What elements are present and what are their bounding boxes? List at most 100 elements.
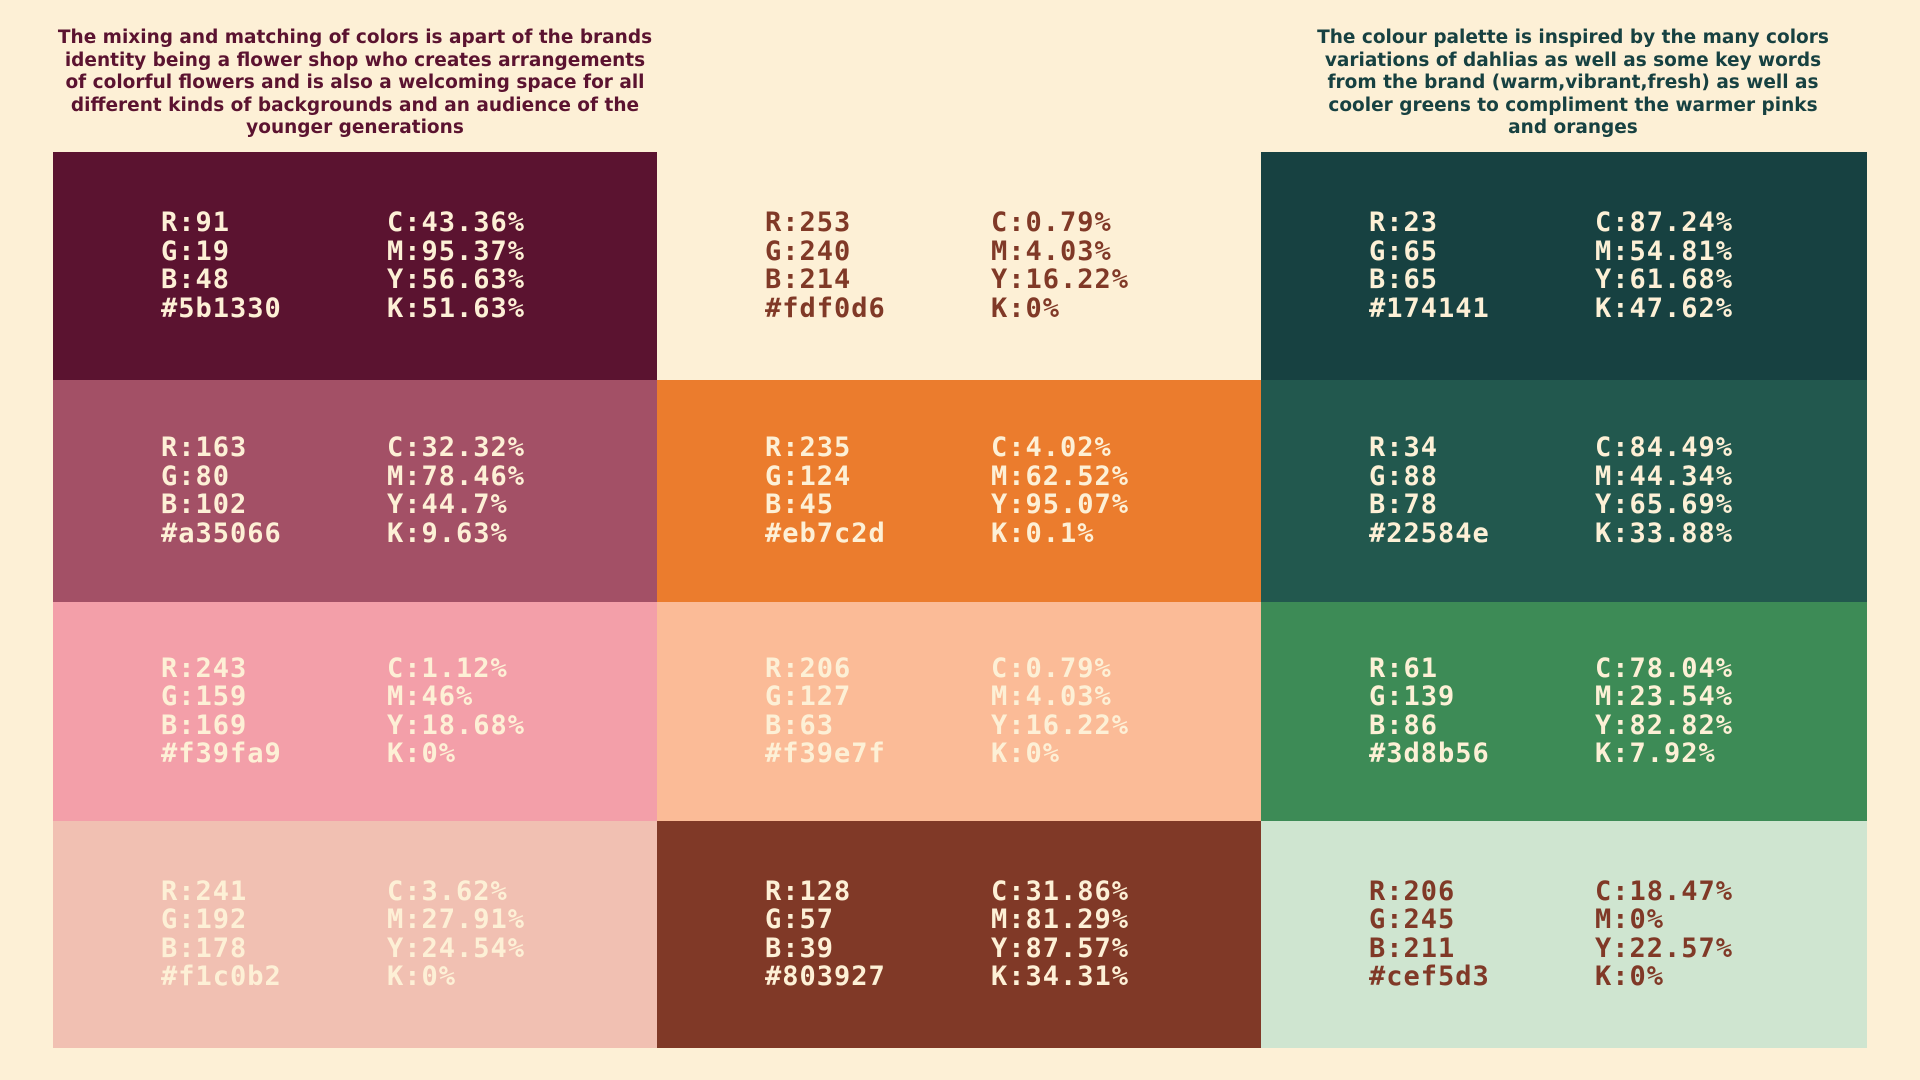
blue-value: B:169 — [161, 709, 248, 741]
cmyk-values: C:0.79% M:4.03% Y:16.22% K:0% — [991, 654, 1191, 769]
green-value: G:124 — [765, 460, 852, 492]
cyan-value: C:87.24% — [1595, 207, 1734, 238]
yellow-value: Y:65.69% — [1595, 489, 1734, 520]
hex-value: #3d8b56 — [1369, 738, 1490, 769]
red-value: R:206 — [765, 652, 852, 684]
magenta-value: M:62.52% — [991, 460, 1130, 492]
blue-value: B:48 — [161, 264, 231, 295]
magenta-value: M:54.81% — [1595, 235, 1734, 267]
blue-value: B:86 — [1369, 709, 1439, 741]
yellow-value: Y:61.68% — [1595, 264, 1734, 295]
yellow-value: Y:24.54% — [387, 932, 526, 964]
green-value: G:159 — [161, 681, 248, 712]
green-value: G:19 — [161, 235, 231, 267]
color-swatch: R:206 G:245 B:211 #cef5d3 C:18.47% M:0% Y:22.5… — [1261, 821, 1867, 1048]
magenta-value: M:4.03% — [991, 681, 1112, 712]
cmyk-values: C:4.02% M:62.52% Y:95.07% K:0.1% — [991, 432, 1191, 548]
blue-value: B:178 — [161, 932, 248, 964]
yellow-value: Y:22.57% — [1595, 932, 1734, 964]
rgb-hex-values: R:34 G:88 B:78 #22584e — [1369, 432, 1595, 549]
color-specs: R:163 G:80 B:102 #a35066 C:32.32% M:78.46% Y:4… — [161, 432, 587, 548]
hex-value: #fdf0d6 — [765, 292, 886, 324]
red-value: R:243 — [161, 652, 248, 684]
cmyk-values: C:32.32% M:78.46% Y:44.7% K:9.63% — [387, 432, 587, 548]
rgb-hex-values: R:206 G:245 B:211 #cef5d3 — [1369, 875, 1595, 992]
blue-value: B:211 — [1369, 932, 1456, 964]
cmyk-values: C:31.86% M:81.29% Y:87.57% K:34.31% — [991, 875, 1191, 992]
color-swatch: R:23 G:65 B:65 #174141 C:87.24% M:54.81% Y:61.… — [1261, 152, 1867, 380]
color-swatch: R:206 G:127 B:63 #f39e7f C:0.79% M:4.03% Y:16.… — [657, 602, 1261, 821]
color-swatch: R:235 G:124 B:45 #eb7c2d C:4.02% M:62.52% Y:95… — [657, 380, 1261, 602]
magenta-value: M:4.03% — [991, 235, 1112, 267]
green-value: G:88 — [1369, 460, 1439, 492]
key-value: K:7.92% — [1595, 738, 1716, 769]
key-value: K:0% — [1595, 961, 1665, 992]
color-specs: R:235 G:124 B:45 #eb7c2d C:4.02% M:62.52% Y:95… — [765, 432, 1191, 549]
rgb-hex-values: R:241 G:192 B:178 #f1c0b2 — [161, 875, 387, 992]
cmyk-values: C:1.12% M:46% Y:18.68% K:0% — [387, 654, 587, 769]
cyan-value: C:4.02% — [991, 432, 1112, 463]
key-value: K:0% — [387, 738, 457, 769]
key-value: K:34.31% — [991, 961, 1130, 992]
rgb-hex-values: R:243 G:159 B:169 #f39fa9 — [161, 652, 387, 769]
cyan-value: C:3.62% — [387, 875, 508, 907]
blue-value: B:102 — [161, 489, 248, 520]
yellow-value: Y:95.07% — [991, 489, 1130, 520]
key-value: K:0% — [991, 292, 1061, 324]
hex-value: #f1c0b2 — [161, 961, 282, 992]
color-palette-grid: R:91 G:19 B:48 #5b1330 C:43.36% M:95.37% Y:56.… — [53, 152, 1867, 1048]
brand-identity-note: The mixing and matching of colors is apa… — [57, 27, 653, 138]
color-specs: R:243 G:159 B:169 #f39fa9 C:1.12% M:46% Y:18.6… — [161, 652, 587, 769]
green-value: G:57 — [765, 904, 835, 935]
green-value: G:127 — [765, 681, 852, 712]
yellow-value: Y:56.63% — [387, 264, 526, 295]
rgb-hex-values: R:253 G:240 B:214 #fdf0d6 — [765, 207, 991, 324]
blue-value: B:63 — [765, 709, 835, 741]
blue-value: B:45 — [765, 489, 835, 520]
cyan-value: C:18.47% — [1595, 875, 1734, 907]
cyan-value: C:32.32% — [387, 432, 526, 463]
red-value: R:163 — [161, 432, 248, 463]
color-specs: R:23 G:65 B:65 #174141 C:87.24% M:54.81% Y:61.… — [1369, 207, 1795, 324]
red-value: R:61 — [1369, 652, 1439, 684]
cyan-value: C:43.36% — [387, 207, 526, 238]
red-value: R:34 — [1369, 432, 1439, 463]
color-specs: R:206 G:127 B:63 #f39e7f C:0.79% M:4.03% Y:16.… — [765, 652, 1191, 769]
yellow-value: Y:87.57% — [991, 932, 1130, 964]
hex-value: #803927 — [765, 961, 886, 992]
blue-value: B:78 — [1369, 489, 1439, 520]
cmyk-values: C:78.04% M:23.54% Y:82.82% K:7.92% — [1595, 652, 1795, 769]
magenta-value: M:27.91% — [387, 904, 526, 935]
rgb-hex-values: R:61 G:139 B:86 #3d8b56 — [1369, 652, 1595, 769]
color-specs: R:241 G:192 B:178 #f1c0b2 C:3.62% M:27.91% Y:2… — [161, 875, 587, 992]
cyan-value: C:78.04% — [1595, 652, 1734, 684]
hex-value: #f39fa9 — [161, 738, 282, 769]
hex-value: #eb7c2d — [765, 517, 886, 549]
hex-value: #174141 — [1369, 292, 1490, 324]
magenta-value: M:78.46% — [387, 460, 526, 492]
green-value: G:240 — [765, 235, 852, 267]
color-swatch: R:34 G:88 B:78 #22584e C:84.49% M:44.34% Y:65.… — [1261, 380, 1867, 602]
red-value: R:253 — [765, 207, 852, 238]
hex-value: #cef5d3 — [1369, 961, 1490, 992]
blue-value: B:39 — [765, 932, 835, 964]
green-value: G:65 — [1369, 235, 1439, 267]
cmyk-values: C:43.36% M:95.37% Y:56.63% K:51.63% — [387, 207, 587, 323]
magenta-value: M:23.54% — [1595, 681, 1734, 712]
cmyk-values: C:18.47% M:0% Y:22.57% K:0% — [1595, 875, 1795, 992]
hex-value: #5b1330 — [161, 292, 282, 324]
key-value: K:47.62% — [1595, 292, 1734, 324]
color-swatch: R:163 G:80 B:102 #a35066 C:32.32% M:78.46% Y:4… — [53, 380, 657, 602]
hex-value: #f39e7f — [765, 738, 886, 769]
red-value: R:241 — [161, 875, 248, 907]
cyan-value: C:31.86% — [991, 875, 1130, 907]
green-value: G:80 — [161, 460, 231, 492]
red-value: R:206 — [1369, 875, 1456, 907]
rgb-hex-values: R:235 G:124 B:45 #eb7c2d — [765, 433, 991, 549]
hex-value: #22584e — [1369, 517, 1490, 549]
color-swatch: R:241 G:192 B:178 #f1c0b2 C:3.62% M:27.91% Y:2… — [53, 821, 657, 1048]
blue-value: B:65 — [1369, 264, 1439, 295]
color-specs: R:128 G:57 B:39 #803927 C:31.86% M:81.29% Y:87… — [765, 875, 1191, 992]
yellow-value: Y:16.22% — [991, 264, 1130, 295]
cyan-value: C:0.79% — [991, 207, 1112, 238]
